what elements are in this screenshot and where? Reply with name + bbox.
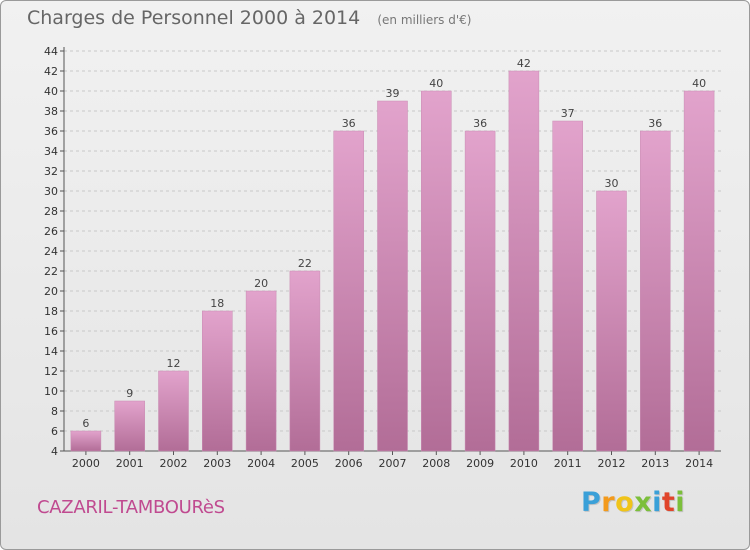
- x-tick-label: 2014: [685, 457, 713, 470]
- y-tick-label: 36: [44, 125, 58, 138]
- axes: 4 6 8 10 12 14 16 18 20 22 24 26 28 30 32 34 36 38 40 42 44 2…: [44, 45, 721, 470]
- y-tick-label: 44: [44, 45, 58, 58]
- y-tick-label: 38: [44, 105, 58, 118]
- value-label: 6: [82, 417, 89, 430]
- value-label: 42: [517, 57, 531, 70]
- value-label: 18: [210, 297, 224, 310]
- y-tick-label: 30: [44, 185, 58, 198]
- value-label: 36: [342, 117, 356, 130]
- chart-title: Charges de Personnel 2000 à 2014: [27, 7, 361, 29]
- y-tick-label: 42: [44, 65, 58, 78]
- y-tick-label: 20: [44, 285, 58, 298]
- bar: [158, 370, 189, 452]
- y-tick-label: 26: [44, 225, 58, 238]
- labels: 6 9 12 18 20 22 36 39 40 36 42 37 30 36 40: [82, 57, 706, 430]
- x-tick-label: 2007: [379, 457, 407, 470]
- y-tick-label: 10: [44, 385, 58, 398]
- bar: [202, 310, 233, 452]
- y-tick-label: 6: [51, 425, 58, 438]
- bar: [289, 270, 321, 452]
- x-tick-label: 2011: [554, 457, 582, 470]
- y-tick-label: 18: [44, 305, 58, 318]
- chart-subtitle: (en milliers d'€): [377, 13, 472, 27]
- bar: [640, 130, 671, 452]
- y-tick-label: 32: [44, 165, 58, 178]
- x-tick-label: 2003: [203, 457, 231, 470]
- x-tick-label: 2004: [247, 457, 275, 470]
- y-tick-label: 8: [51, 405, 58, 418]
- bar: [333, 130, 364, 452]
- y-tick-label: 40: [44, 85, 58, 98]
- bar: [464, 130, 496, 452]
- bar: [114, 400, 145, 452]
- value-label: 36: [473, 117, 487, 130]
- x-tick-label: 2009: [466, 457, 494, 470]
- logo-letter: o: [615, 487, 635, 518]
- y-tick-label: 14: [44, 345, 58, 358]
- y-tick-label: 16: [44, 325, 58, 338]
- logo-letter: t: [661, 487, 676, 518]
- bar: [552, 120, 583, 452]
- value-label: 40: [692, 77, 706, 90]
- bar: [596, 190, 627, 452]
- value-label: 12: [167, 357, 181, 370]
- bar: [683, 90, 715, 452]
- bars: [70, 70, 715, 452]
- y-tick-label: 34: [44, 145, 58, 158]
- x-tick-label: 2000: [72, 457, 100, 470]
- bar: [508, 70, 540, 452]
- bar: [70, 430, 102, 452]
- value-label: 30: [605, 177, 619, 190]
- value-label: 36: [648, 117, 662, 130]
- value-label: 9: [126, 387, 133, 400]
- title-row: Charges de Personnel 2000 à 2014 (en mil…: [27, 7, 471, 29]
- value-label: 39: [386, 87, 400, 100]
- x-tick-label: 2006: [335, 457, 363, 470]
- logo-letter: P: [581, 487, 602, 518]
- bar: [377, 100, 408, 452]
- value-label: 40: [429, 77, 443, 90]
- x-tick-label: 2012: [598, 457, 626, 470]
- y-tick-label: 4: [51, 445, 58, 458]
- logo-letter: x: [634, 487, 653, 518]
- x-tick-label: 2013: [641, 457, 669, 470]
- bar: [421, 90, 452, 452]
- value-label: 22: [298, 257, 312, 270]
- y-tick-label: 22: [44, 265, 58, 278]
- value-label: 20: [254, 277, 268, 290]
- logo-letter: i: [652, 487, 662, 518]
- x-tick-label: 2002: [160, 457, 188, 470]
- x-tick-label: 2010: [510, 457, 538, 470]
- logo-letter: r: [601, 487, 616, 518]
- commune-name: CAZARIL-TAMBOURèS: [37, 497, 225, 518]
- value-label: 37: [561, 107, 575, 120]
- y-tick-label: 12: [44, 365, 58, 378]
- y-tick-label: 24: [44, 245, 58, 258]
- y-tick-label: 28: [44, 205, 58, 218]
- bar: [245, 290, 277, 452]
- x-tick-label: 2005: [291, 457, 319, 470]
- logo-letter: i: [675, 487, 686, 518]
- x-tick-label: 2008: [422, 457, 450, 470]
- x-tick-label: 2001: [116, 457, 144, 470]
